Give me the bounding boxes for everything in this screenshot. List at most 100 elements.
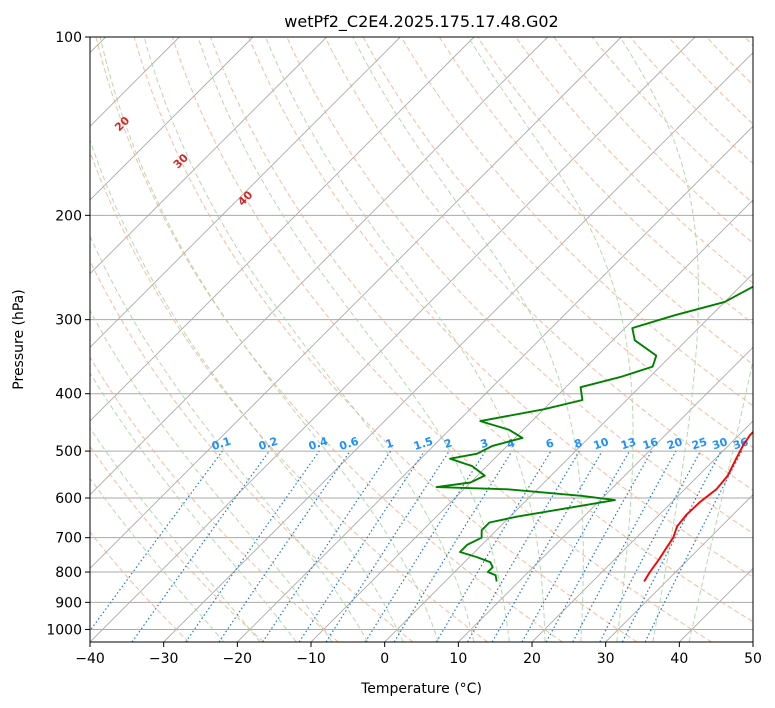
dry-adiabat (324, 37, 753, 491)
moist-adiabat (90, 235, 369, 642)
moist-adiabat (90, 477, 225, 642)
mixing-ratio-line (393, 450, 513, 642)
x-tick-label: 0 (380, 651, 389, 667)
moist-adiabat (688, 358, 753, 642)
isotherm-line (90, 37, 254, 201)
x-tick-label: 40 (670, 651, 688, 667)
isobar-grid (90, 37, 753, 630)
moist-adiabat (90, 138, 404, 642)
x-axis-label: Temperature (°C) (360, 681, 482, 697)
isotherm-line (679, 567, 753, 642)
temperature-profile-line (643, 430, 753, 582)
mixing-ratio-line (572, 450, 677, 642)
mixing-ratio-label: 0.1 (210, 435, 233, 453)
mixing-ratio-label: 4 (505, 436, 517, 451)
dry-adiabat (210, 37, 753, 623)
x-axis: −40 −30 −20 −10 0 10 20 30 40 50 (75, 642, 762, 667)
dry-adiabat (515, 37, 753, 284)
x-tick-label: −40 (75, 651, 105, 667)
dry-adiabat-label: 40 (235, 188, 255, 208)
moist-adiabat (197, 37, 510, 642)
mixing-ratio-line (435, 450, 552, 642)
mixing-ratio-label: 0.4 (307, 434, 330, 452)
mixing-ratio-line (90, 450, 223, 632)
y-tick-label: 700 (55, 531, 82, 547)
mixing-ratio-label: 8 (573, 436, 584, 451)
isotherm-line (90, 37, 327, 275)
isotherm-line (384, 273, 753, 642)
dry-adiabat (591, 37, 753, 204)
dry-adiabat-label: 20 (112, 114, 132, 134)
mixing-ratio-line (521, 450, 631, 642)
x-tick-label: −10 (296, 651, 326, 667)
dry-adiabat (744, 37, 753, 47)
moist-adiabat (90, 371, 297, 642)
moist-adiabats (90, 37, 753, 642)
mixing-ratio-line (644, 450, 743, 642)
dry-adiabat (90, 150, 488, 642)
y-tick-label: 400 (55, 387, 82, 403)
moist-adiabat (619, 37, 699, 642)
dewpoint-profile-line (435, 285, 753, 582)
dry-adiabat (400, 37, 753, 407)
isotherm-line (458, 346, 753, 642)
isotherm-line (163, 52, 753, 642)
isotherm-line (531, 420, 753, 642)
mixing-ratio-label: 25 (690, 435, 709, 452)
dry-adiabat (90, 356, 339, 642)
y-tick-label: 1000 (46, 622, 82, 638)
mixing-ratio-line (298, 450, 425, 642)
mixing-ratio-line (599, 450, 702, 642)
x-tick-label: 30 (597, 651, 615, 667)
dry-adiabats (90, 37, 753, 642)
mixing-ratio-lines (90, 450, 743, 642)
mixing-ratio-label: 0.2 (257, 435, 280, 453)
dry-adiabat-label: 0 (14, 42, 29, 57)
dry-adiabat-label: 30 (171, 151, 191, 171)
moist-adiabat (352, 37, 584, 642)
plot-area: 0.10.20.40.611.52346810131620253036−100−… (14, 37, 753, 642)
mixing-ratio-label: 36 (731, 435, 750, 452)
y-tick-label: 800 (55, 565, 82, 581)
moist-adiabat (90, 427, 261, 642)
isotherm-grid (90, 37, 753, 642)
isotherm-line (752, 641, 753, 642)
dry-adiabat (706, 37, 753, 86)
moist-adiabat (90, 309, 333, 642)
y-tick-label: 500 (55, 444, 82, 460)
dry-adiabat (362, 37, 753, 449)
dry-adiabat (133, 37, 638, 642)
mixing-ratio-label: 1.5 (412, 435, 435, 453)
mixing-ratio-label: 6 (544, 436, 556, 451)
isotherm-line (90, 37, 548, 496)
x-tick-label: 50 (744, 651, 762, 667)
isotherm-line (237, 125, 753, 642)
moist-adiabat (467, 37, 634, 642)
dry-adiabat-label: 10 (59, 77, 79, 97)
dry-adiabat (438, 37, 753, 366)
y-tick-label: 300 (55, 313, 82, 329)
mixing-ratio-label: 0.6 (338, 434, 361, 452)
x-tick-label: 20 (523, 651, 541, 667)
reference-line-labels: 0.10.20.40.611.52346810131620253036−100−… (14, 42, 750, 453)
mixing-ratio-label: 3 (479, 436, 490, 451)
mixing-ratio-label: 2 (443, 436, 454, 451)
mixing-ratio-label: 10 (592, 435, 611, 452)
mixing-ratio-line (621, 450, 722, 642)
y-axis-label: Pressure (hPa) (11, 289, 27, 389)
mixing-ratio-label: 20 (665, 435, 684, 452)
mixing-ratio-line (545, 450, 653, 642)
mixing-ratio-line (262, 450, 392, 642)
dry-adiabat (171, 37, 712, 642)
dry-adiabat (90, 445, 264, 642)
y-tick-label: 200 (55, 208, 82, 224)
dry-adiabat (90, 531, 190, 642)
mixing-ratio-label: 30 (711, 435, 730, 452)
isotherm-line (90, 37, 696, 642)
isotherm-line (90, 37, 475, 422)
mixing-ratio-label: 13 (619, 435, 638, 452)
y-tick-label: 600 (55, 491, 82, 507)
mixing-ratio-line (218, 450, 351, 642)
isotherm-line (90, 37, 622, 569)
